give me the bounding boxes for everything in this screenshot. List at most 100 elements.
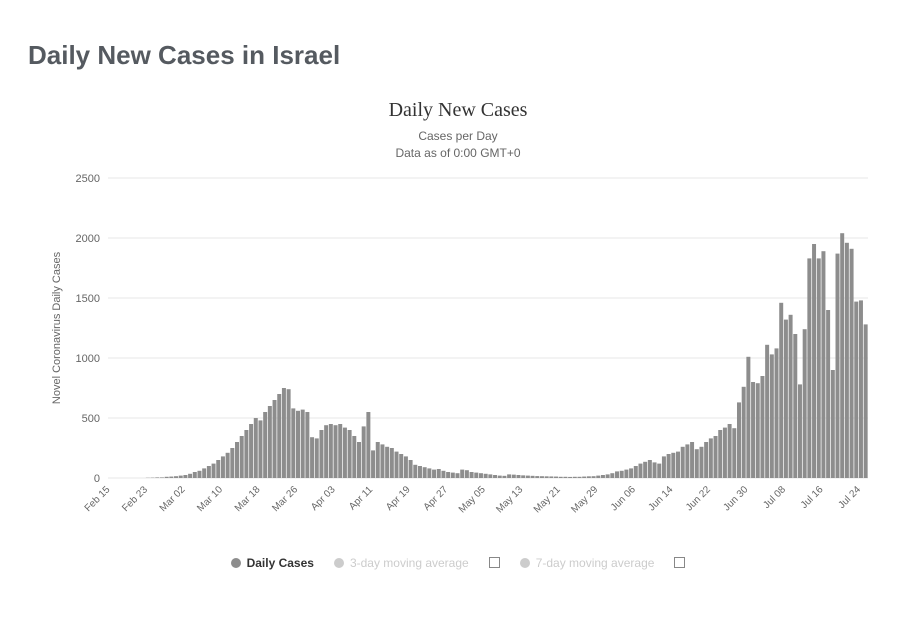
bar[interactable] [385,446,389,477]
bar[interactable] [484,473,488,477]
bar[interactable] [226,452,230,477]
bar[interactable] [793,334,797,478]
legend-checkbox[interactable] [674,557,685,568]
bar[interactable] [207,466,211,478]
bar[interactable] [798,384,802,478]
bar[interactable] [653,462,657,478]
bar[interactable] [441,470,445,477]
bar[interactable] [390,448,394,478]
bar[interactable] [728,424,732,478]
bar[interactable] [592,476,596,478]
bar[interactable] [803,329,807,478]
bar[interactable] [277,394,281,478]
bar[interactable] [338,424,342,478]
legend-item[interactable]: Daily Cases [231,556,314,570]
bar[interactable] [427,468,431,478]
bar[interactable] [507,474,511,478]
bar[interactable] [742,386,746,477]
bar[interactable] [197,470,201,477]
bar[interactable] [348,430,352,478]
bar[interactable] [357,442,361,478]
bar[interactable] [624,469,628,477]
bar[interactable] [305,412,309,478]
bar[interactable] [531,475,535,477]
bar[interactable] [836,253,840,477]
bar[interactable] [723,427,727,477]
bar[interactable] [615,471,619,478]
bar[interactable] [540,476,544,478]
bar[interactable] [254,418,258,478]
bar[interactable] [760,376,764,478]
bar[interactable] [249,424,253,478]
bar[interactable] [765,344,769,477]
bar[interactable] [582,476,586,477]
bar[interactable] [517,475,521,478]
bar[interactable] [737,402,741,478]
bar[interactable] [826,310,830,478]
bar[interactable] [732,428,736,478]
bar[interactable] [399,454,403,478]
bar[interactable] [789,314,793,477]
legend-item[interactable]: 3-day moving average [334,556,469,570]
bar[interactable] [291,408,295,478]
bar[interactable] [751,382,755,478]
bar[interactable] [329,424,333,478]
bar[interactable] [746,356,750,477]
bar[interactable] [296,410,300,477]
bar[interactable] [704,442,708,478]
bar[interactable] [465,470,469,478]
bar[interactable] [371,450,375,478]
bar[interactable] [437,469,441,478]
bar[interactable] [376,442,380,478]
bar[interactable] [695,449,699,478]
bar[interactable] [606,474,610,478]
bar[interactable] [334,425,338,478]
bar[interactable] [845,242,849,477]
bar[interactable] [545,476,549,478]
bar[interactable] [817,258,821,478]
bar[interactable] [169,476,173,477]
bar[interactable] [559,476,563,477]
bar[interactable] [657,463,661,477]
bar[interactable] [216,460,220,478]
bar[interactable] [395,451,399,477]
bar[interactable] [324,425,328,478]
bar[interactable] [221,456,225,478]
legend-item[interactable]: 7-day moving average [520,556,655,570]
bar[interactable] [155,477,159,478]
bar[interactable] [165,476,169,477]
bar[interactable] [812,244,816,478]
bar[interactable] [362,426,366,478]
bar[interactable] [493,475,497,478]
bar[interactable] [282,388,286,478]
bar[interactable] [451,472,455,477]
bar[interactable] [601,475,605,478]
bar[interactable] [413,464,417,477]
bar[interactable] [287,389,291,478]
bar[interactable] [488,474,492,478]
bar[interactable] [549,476,553,478]
bar[interactable] [779,302,783,477]
bar[interactable] [563,476,567,477]
bar[interactable] [568,477,572,478]
bar[interactable] [638,463,642,477]
bar[interactable] [240,436,244,478]
bar[interactable] [620,470,624,477]
bar[interactable] [681,446,685,477]
bar[interactable] [193,472,197,478]
bar[interactable] [343,427,347,477]
bar[interactable] [502,475,506,477]
bar[interactable] [315,438,319,478]
bar[interactable] [756,383,760,478]
bar[interactable] [587,476,591,478]
bar[interactable] [179,475,183,477]
bar[interactable] [573,476,577,477]
bar[interactable] [840,233,844,478]
bar[interactable] [409,460,413,478]
bar[interactable] [418,466,422,478]
bar[interactable] [610,473,614,478]
bar[interactable] [160,477,164,478]
bar[interactable] [535,476,539,478]
bar[interactable] [366,412,370,478]
legend-checkbox[interactable] [489,557,500,568]
